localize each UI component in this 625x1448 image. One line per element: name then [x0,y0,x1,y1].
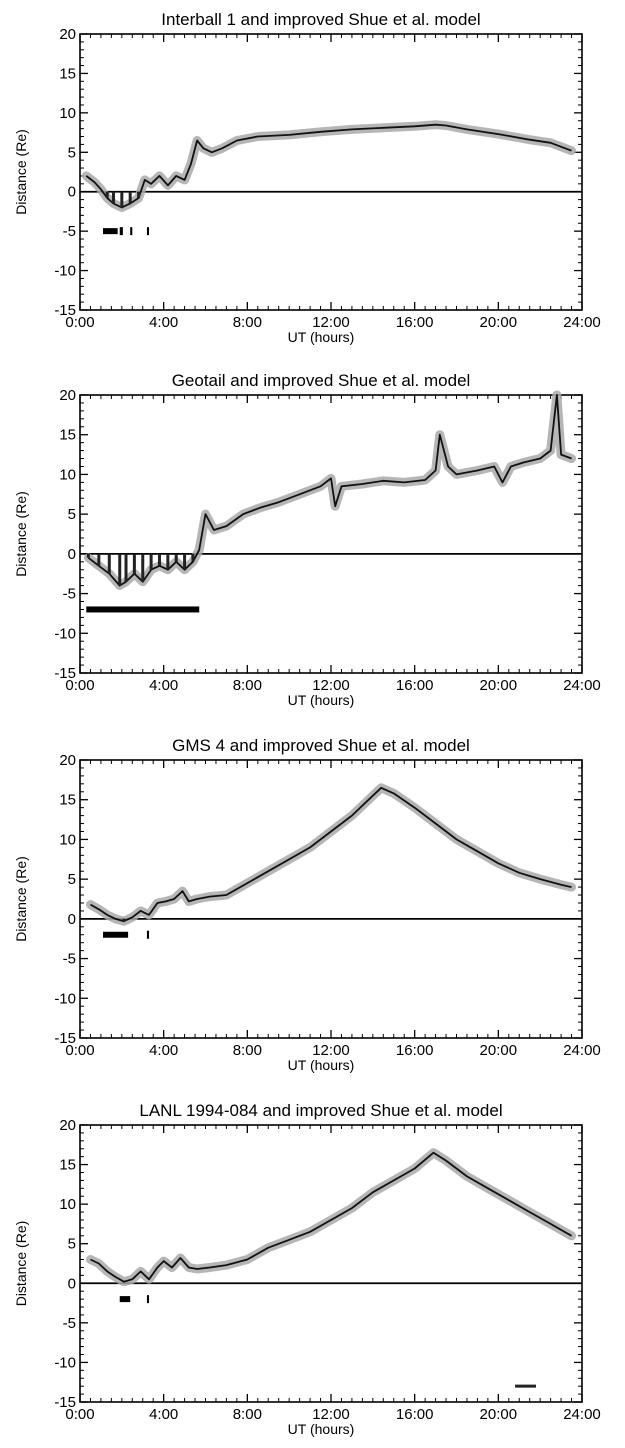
y-tick-label: 20 [59,387,76,404]
plot-frame [79,33,583,311]
x-axis-label: UT (hours) [288,692,355,708]
y-tick-label: 15 [59,792,76,809]
chart-title: LANL 1994-084 and improved Shue et al. m… [139,1101,502,1120]
chart-panel-3: GMS 4 and improved Shue et al. model -15 -… [13,736,601,1073]
y-tick-label: -5 [63,951,76,968]
chart-panel-4: LANL 1994-084 and improved Shue et al. m… [13,1101,601,1437]
chart-panel-1: Interball 1 and improved Shue et al. mod… [13,10,601,345]
y-tick-label: 15 [59,1157,76,1174]
chart-panel-2: Geotail and improved Shue et al. model -1… [13,371,601,708]
chart-title: Geotail and improved Shue et al. model [172,371,471,390]
y-tick-label: 10 [59,466,76,483]
y-tick-label: 20 [59,752,76,769]
y-axis-label: Distance (Re) [13,129,29,215]
x-tick-label: 24:00 [563,1042,601,1059]
y-tick-label: -10 [54,990,76,1007]
x-axis-label: UT (hours) [288,1421,355,1437]
x-tick-label: 16:00 [396,677,434,694]
y-tick-label: -15 [54,1030,76,1047]
y-tick-label: 15 [59,427,76,444]
x-axis-label: UT (hours) [288,1057,355,1073]
series-line [90,1151,572,1283]
x-tick-label: 4:00 [149,1042,178,1059]
y-tick-label: -5 [63,1315,76,1332]
y-tick-label: 10 [59,105,76,122]
y-axis-label: Distance (Re) [13,856,29,942]
y-tick-label: -10 [54,625,76,642]
x-tick-label: 24:00 [563,677,601,694]
x-tick-label: 8:00 [233,314,262,331]
y-tick-label: -15 [54,302,76,319]
x-tick-label: 12:00 [312,314,350,331]
interval-marker [146,227,150,236]
x-tick-label: 0:00 [65,1406,94,1423]
y-tick-label: 0 [68,911,76,928]
x-tick-label: 24:00 [563,1406,601,1423]
interval-marker [146,1295,150,1304]
y-axis-label: Distance (Re) [13,491,29,577]
x-tick-label: 16:00 [396,314,434,331]
x-tick-label: 4:00 [149,314,178,331]
x-tick-label: 0:00 [65,314,94,331]
y-tick-label: 10 [59,831,76,848]
x-tick-label: 0:00 [65,1042,94,1059]
interval-marker [103,228,118,235]
y-tick-label: 20 [59,26,76,43]
x-tick-label: 12:00 [312,1406,350,1423]
x-tick-label: 20:00 [480,1406,518,1423]
interval-marker [146,930,150,939]
series-line [85,123,572,209]
x-tick-label: 12:00 [312,677,350,694]
interval-marker [119,227,123,236]
y-tick-label: -15 [54,665,76,682]
y-tick-label: 5 [68,871,76,888]
x-tick-label: 12:00 [312,1042,350,1059]
x-tick-label: 24:00 [563,314,601,331]
y-tick-label: 5 [68,506,76,523]
x-tick-label: 8:00 [233,1406,262,1423]
series-line [90,786,572,923]
series-band [81,120,576,212]
x-tick-label: 16:00 [396,1042,434,1059]
y-tick-label: 5 [68,144,76,161]
plot-frame [79,759,583,1039]
y-axis-label: Distance (Re) [13,1221,29,1307]
chart-title: Interball 1 and improved Shue et al. mod… [161,10,480,29]
y-tick-label: 20 [59,1117,76,1134]
y-tick-label: 5 [68,1236,76,1253]
chart-title: GMS 4 and improved Shue et al. model [172,736,470,755]
interval-marker [86,606,200,613]
interval-marker [103,931,129,938]
x-tick-label: 16:00 [396,1406,434,1423]
y-tick-label: 0 [68,546,76,563]
interval-marker [119,1296,131,1303]
x-tick-label: 20:00 [480,1042,518,1059]
x-axis-label: UT (hours) [288,329,355,345]
y-tick-label: 0 [68,1275,76,1292]
x-tick-label: 0:00 [65,677,94,694]
y-tick-label: 10 [59,1196,76,1213]
x-tick-label: 20:00 [480,314,518,331]
y-tick-label: -10 [54,263,76,280]
y-tick-label: -5 [63,223,76,240]
y-tick-label: 0 [68,184,76,201]
y-tick-label: -5 [63,586,76,603]
plot-frame [79,394,583,674]
interval-marker [130,227,133,236]
y-tick-label: -15 [54,1394,76,1411]
x-tick-label: 4:00 [149,677,178,694]
x-tick-label: 20:00 [480,677,518,694]
y-tick-label: -10 [54,1354,76,1371]
y-tick-label: 15 [59,65,76,82]
x-tick-label: 8:00 [233,1042,262,1059]
x-tick-label: 8:00 [233,677,262,694]
x-tick-label: 4:00 [149,1406,178,1423]
